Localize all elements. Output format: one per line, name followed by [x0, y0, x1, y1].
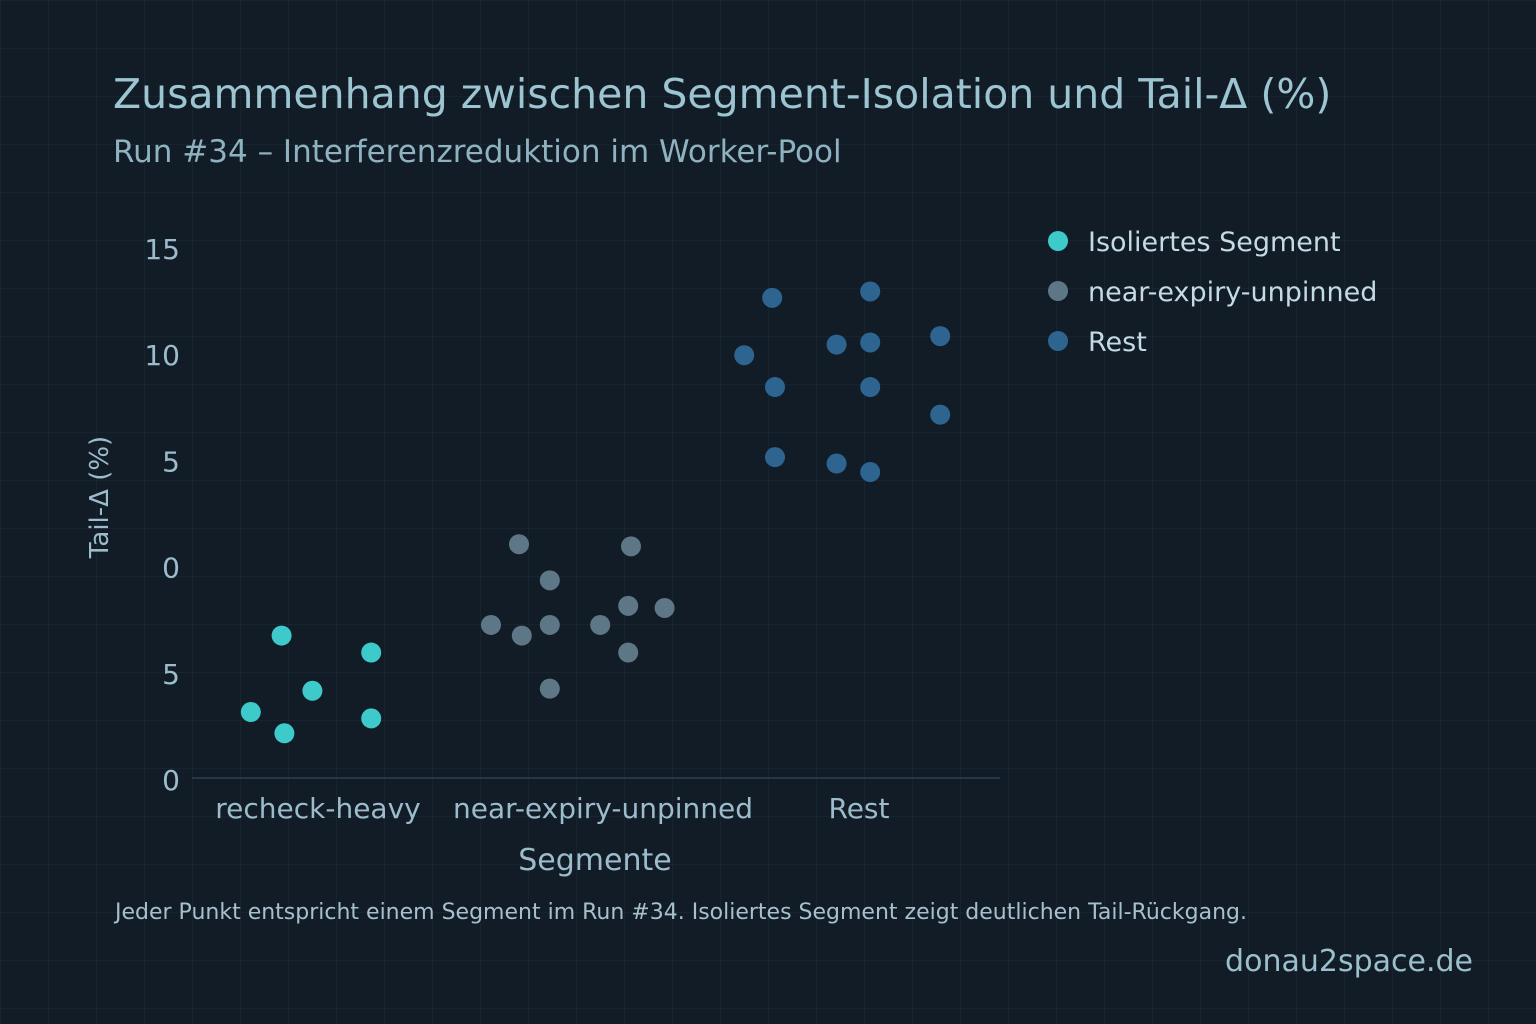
data-point — [302, 680, 323, 701]
data-point — [762, 287, 783, 308]
data-point — [860, 281, 881, 302]
chart-title: Zusammenhang zwischen Segment-Isolation … — [113, 70, 1332, 118]
data-point — [618, 642, 639, 663]
legend-label: near-expiry-unpinned — [1088, 277, 1377, 308]
data-point — [860, 462, 881, 483]
data-point — [361, 708, 382, 729]
x-tick-label: recheck-heavy — [215, 792, 420, 825]
data-point — [481, 614, 501, 635]
data-point — [765, 377, 785, 398]
x-tick-label: Rest — [829, 792, 890, 825]
x-tick-label: near-expiry-unpinned — [453, 792, 753, 825]
y-tick-label: 15 — [144, 233, 180, 266]
data-point — [826, 453, 847, 474]
data-point — [539, 678, 560, 699]
data-point — [860, 377, 881, 398]
data-point — [621, 536, 641, 557]
legend-marker — [1048, 231, 1068, 251]
data-point — [590, 614, 611, 635]
legend-label: Isoliertes Segment — [1088, 227, 1341, 258]
data-point — [930, 404, 951, 425]
data-point — [654, 597, 675, 618]
data-point — [734, 345, 755, 366]
brand-watermark: donau2space.de — [1225, 944, 1473, 979]
data-point — [860, 332, 881, 353]
y-axis-label: Tail-Δ (%) — [85, 436, 115, 559]
legend-label: Rest — [1088, 327, 1147, 358]
chart-caption: Jeder Punkt entspricht einem Segment im … — [115, 900, 1247, 925]
data-point — [274, 723, 295, 744]
data-point — [361, 642, 382, 663]
y-tick-label: 0 — [162, 764, 180, 797]
chart-subtitle: Run #34 – Interferenzreduktion im Worker… — [113, 134, 842, 170]
data-point — [765, 447, 785, 468]
legend-marker — [1048, 281, 1068, 301]
data-point — [618, 595, 639, 616]
data-point — [271, 625, 292, 646]
data-point — [826, 334, 847, 355]
x-axis-label: Segmente — [518, 843, 671, 878]
data-point — [539, 614, 560, 635]
y-tick-label: 10 — [144, 339, 180, 372]
data-point — [240, 702, 261, 723]
data-point — [509, 534, 529, 555]
y-tick-label: 5 — [162, 658, 180, 691]
legend-marker — [1048, 331, 1068, 351]
data-point — [930, 326, 951, 347]
data-point — [539, 570, 560, 591]
y-tick-label: 0 — [162, 552, 180, 585]
data-point — [511, 625, 532, 646]
y-tick-label: 5 — [162, 445, 180, 478]
